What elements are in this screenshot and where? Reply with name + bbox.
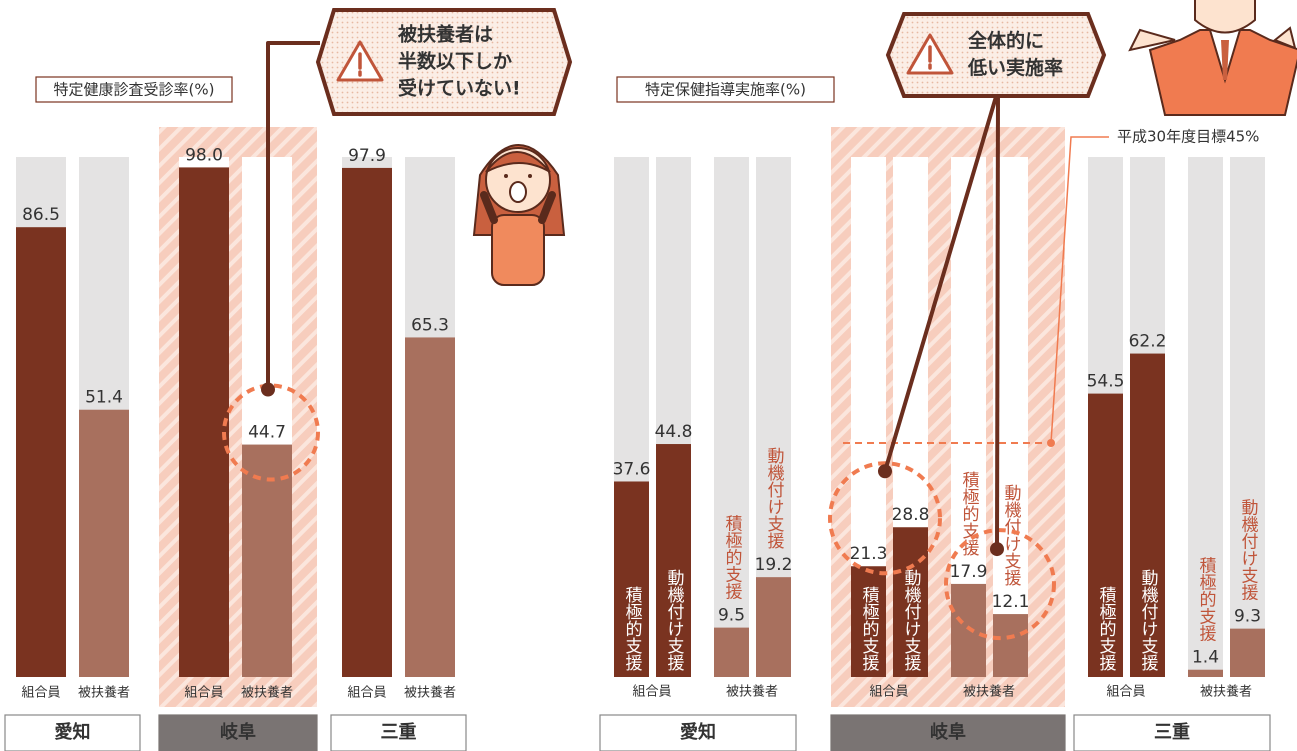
series-label: 積極的支援 (622, 586, 643, 672)
subgroup-label: 組合員 (632, 685, 671, 700)
chart-title: 特定保健指導実施率(%) (645, 81, 806, 99)
value-label: 86.5 (22, 205, 60, 225)
page: {"chart_data": [ {"type": "grouped-bar",… (0, 0, 1297, 751)
series-label: 積極的支援 (1196, 557, 1217, 643)
category-label: 愛知 (55, 721, 91, 743)
value-label: 9.3 (1234, 607, 1261, 627)
x-tick-label: 組合員 (347, 686, 386, 701)
callout-dot (878, 464, 892, 478)
value-label: 17.9 (950, 562, 988, 582)
value-label: 12.1 (992, 592, 1030, 612)
subgroup-label: 被扶養者 (1200, 684, 1252, 700)
value-label: 54.5 (1087, 372, 1125, 392)
x-tick-label: 被扶養者 (404, 685, 456, 701)
series-label: 動機付け支援 (764, 447, 785, 550)
category-label: 岐阜 (930, 721, 966, 743)
series-label: 動機付け支援 (901, 569, 922, 672)
bar (1188, 670, 1223, 677)
bar (79, 410, 129, 677)
value-label: 9.5 (718, 606, 745, 626)
callout-text: 低い実施率 (967, 56, 1063, 79)
target-label: 平成30年度目標45% (1117, 128, 1259, 146)
bar (1230, 629, 1265, 677)
callout-text: 被扶養者は (397, 23, 493, 46)
value-label: 62.2 (1129, 332, 1167, 352)
series-label: 積極的支援 (1096, 586, 1117, 672)
subgroup-label: 被扶養者 (963, 684, 1015, 700)
bar (993, 614, 1028, 677)
man-illustration (1130, 0, 1297, 115)
callout-dot (990, 542, 1004, 556)
value-label: 19.2 (755, 555, 793, 575)
callout-dot (261, 383, 275, 397)
callout-text: 全体的に (968, 29, 1044, 52)
category-label: 岐阜 (220, 721, 256, 743)
category-label: 三重 (1154, 721, 1190, 743)
value-label: 21.3 (850, 544, 888, 564)
x-tick-label: 組合員 (184, 686, 223, 701)
value-label: 44.7 (248, 423, 286, 443)
x-tick-label: 組合員 (21, 686, 60, 701)
backgrounds (159, 127, 1065, 707)
series-label: 動機付け支援 (1001, 484, 1022, 587)
callout-text: 受けていない! (398, 77, 521, 100)
bar (179, 167, 229, 677)
x-tick-label: 被扶養者 (241, 685, 293, 701)
series-label: 動機付け支援 (1238, 499, 1259, 602)
infographic: 特定健康診査受診率(%) 86.5 組合員 51.4 被扶養者愛知 98.0 組合員 44.7… (0, 0, 1297, 751)
category-label: 三重 (381, 721, 417, 743)
bar (342, 168, 392, 677)
callout-line (997, 90, 998, 549)
value-label: 98.0 (185, 145, 223, 165)
bar (16, 227, 66, 677)
value-label: 44.8 (655, 422, 693, 442)
category-label: 愛知 (680, 721, 716, 743)
value-label: 51.4 (85, 388, 123, 408)
subgroup-label: 組合員 (869, 685, 908, 700)
series-label: 動機付け支援 (664, 569, 685, 672)
series-label: 積極的支援 (859, 586, 880, 672)
bar (951, 584, 986, 677)
series-label: 動機付け支援 (1138, 569, 1159, 672)
bar (756, 577, 791, 677)
value-label: 37.6 (613, 459, 651, 479)
woman-illustration (474, 145, 564, 285)
subgroup-label: 被扶養者 (726, 684, 778, 700)
chart-title: 特定健康診査受診率(%) (54, 81, 215, 99)
value-label: 28.8 (892, 505, 930, 525)
callout-text: 半数以下しか (398, 50, 512, 73)
value-label: 97.9 (348, 146, 386, 166)
bar (714, 628, 749, 677)
series-label: 積極的支援 (722, 515, 743, 601)
subgroup-label: 組合員 (1106, 685, 1145, 700)
value-label: 65.3 (411, 315, 449, 335)
x-tick-label: 被扶養者 (78, 685, 130, 701)
bar (405, 337, 455, 677)
value-label: 1.4 (1192, 648, 1219, 668)
